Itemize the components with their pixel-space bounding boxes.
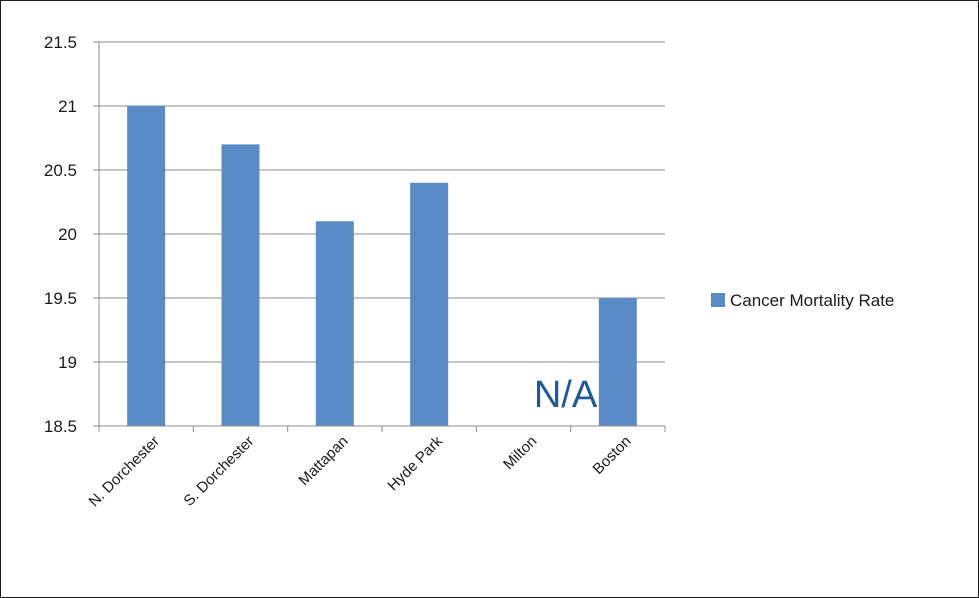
x-tick-label: N. Dorchester bbox=[86, 433, 163, 510]
x-tick-label: Mattapan bbox=[295, 433, 351, 489]
y-tick-label: 21.5 bbox=[44, 33, 77, 52]
gridlines bbox=[93, 41, 665, 427]
y-tick-label: 21 bbox=[58, 97, 77, 116]
na-annotation: N/A bbox=[534, 374, 598, 416]
bar bbox=[410, 182, 449, 426]
x-tick-label: Milton bbox=[500, 433, 540, 473]
legend-label: Cancer Mortality Rate bbox=[730, 291, 894, 310]
bar bbox=[127, 106, 166, 426]
bar bbox=[221, 144, 260, 426]
bars bbox=[127, 106, 637, 426]
legend-swatch bbox=[711, 293, 725, 307]
y-tick-label: 20 bbox=[58, 225, 77, 244]
legend: Cancer Mortality Rate bbox=[711, 291, 894, 310]
x-tick-label: S. Dorchester bbox=[180, 433, 257, 510]
x-tick-label: Boston bbox=[590, 433, 635, 478]
y-tick-label: 20.5 bbox=[44, 161, 77, 180]
bar bbox=[315, 221, 354, 426]
y-tick-label: 18.5 bbox=[44, 417, 77, 436]
y-tick-label: 19 bbox=[58, 353, 77, 372]
y-tick-labels: 18.5 19 19.5 20 20.5 21 21.5 bbox=[44, 33, 77, 436]
x-tick-label: Hyde Park bbox=[384, 432, 446, 494]
y-tick-label: 19.5 bbox=[44, 289, 77, 308]
annotations: N/A bbox=[534, 374, 598, 416]
x-tick-labels: N. Dorchester S. Dorchester Mattapan Hyde P… bbox=[86, 432, 635, 510]
bar bbox=[598, 298, 637, 426]
axes bbox=[98, 42, 666, 432]
